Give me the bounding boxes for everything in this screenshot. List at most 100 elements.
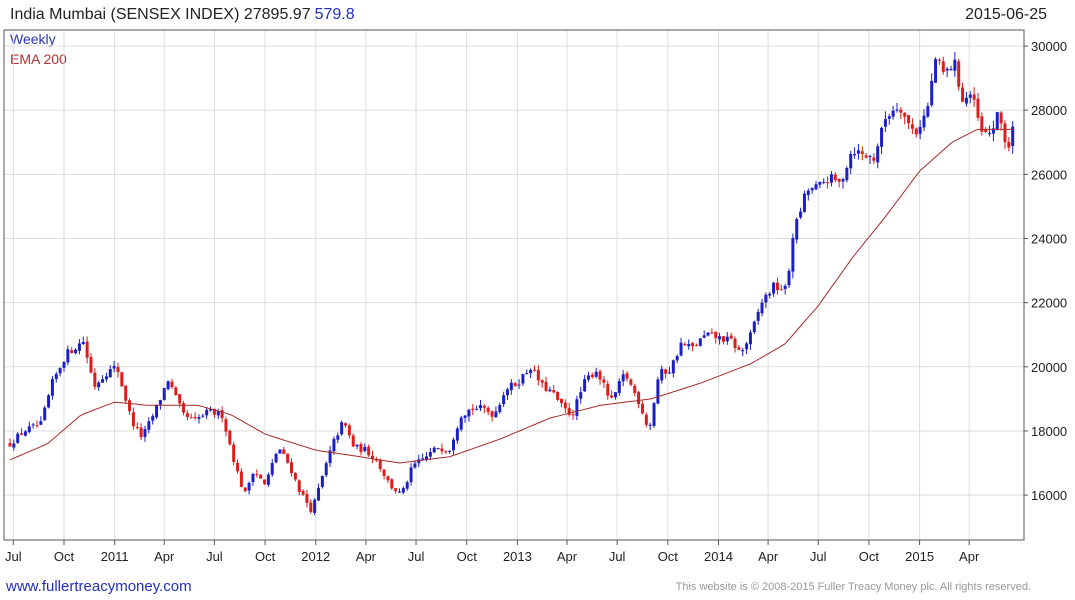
candle-up bbox=[752, 321, 756, 333]
candle-up bbox=[988, 133, 992, 135]
candle-up bbox=[197, 417, 201, 419]
candle-down bbox=[228, 430, 232, 445]
x-tick-label: 2013 bbox=[503, 549, 532, 564]
candle-up bbox=[498, 404, 502, 413]
candle-down bbox=[178, 394, 182, 404]
candle-up bbox=[814, 184, 818, 190]
candle-up bbox=[459, 417, 463, 430]
candle-up bbox=[887, 116, 891, 119]
candle-up bbox=[718, 336, 722, 340]
candle-up bbox=[795, 219, 799, 240]
candle-up bbox=[74, 349, 78, 354]
candle-down bbox=[386, 476, 390, 481]
candle-up bbox=[768, 293, 772, 296]
candle-down bbox=[972, 94, 976, 100]
candle-up bbox=[934, 59, 938, 83]
candle-up bbox=[50, 379, 54, 396]
candle-up bbox=[328, 450, 332, 464]
candle-down bbox=[872, 157, 876, 161]
x-tick-label: Oct bbox=[658, 549, 679, 564]
candle-down bbox=[544, 381, 548, 391]
candle-down bbox=[976, 98, 980, 118]
candle-up bbox=[270, 463, 274, 475]
x-tick-label: Oct bbox=[54, 549, 75, 564]
footer-copyright: This website is © 2008-2015 Fuller Treac… bbox=[675, 581, 1031, 593]
candle-up bbox=[502, 395, 506, 405]
candle-up bbox=[201, 415, 205, 417]
candle-up bbox=[363, 447, 367, 452]
candle-down bbox=[513, 383, 517, 386]
candle-down bbox=[907, 115, 911, 124]
chart-date: 2015-06-25 bbox=[965, 6, 1047, 23]
candle-down bbox=[826, 182, 830, 184]
candle-up bbox=[883, 119, 887, 127]
candle-down bbox=[131, 412, 135, 427]
candle-up bbox=[313, 499, 317, 513]
candle-down bbox=[1007, 141, 1011, 148]
candle-down bbox=[85, 341, 89, 358]
candle-up bbox=[702, 335, 706, 338]
candle-up bbox=[23, 431, 27, 436]
candle-down bbox=[305, 494, 309, 503]
x-tick-label: Jul bbox=[408, 549, 425, 564]
candle-up bbox=[143, 429, 147, 437]
candle-up bbox=[505, 389, 509, 396]
candle-down bbox=[286, 453, 290, 463]
candle-down bbox=[567, 408, 571, 415]
candle-down bbox=[999, 112, 1003, 124]
candle-down bbox=[301, 491, 305, 495]
candle-up bbox=[841, 179, 845, 182]
candle-up bbox=[158, 400, 162, 405]
candle-down bbox=[212, 408, 216, 415]
candle-down bbox=[124, 385, 128, 401]
candle-up bbox=[829, 174, 833, 183]
candle-up bbox=[756, 311, 760, 321]
candle-down bbox=[220, 410, 224, 419]
candle-up bbox=[648, 424, 652, 426]
candle-up bbox=[62, 362, 66, 368]
candle-down bbox=[259, 474, 263, 479]
candle-up bbox=[918, 126, 922, 134]
candle-down bbox=[637, 392, 641, 405]
candle-up bbox=[868, 156, 872, 158]
candle-up bbox=[39, 421, 43, 425]
candle-up bbox=[104, 376, 108, 380]
candle-up bbox=[745, 343, 749, 350]
candle-down bbox=[309, 502, 313, 513]
candle-down bbox=[910, 124, 914, 129]
candle-up bbox=[336, 435, 340, 440]
candle-up bbox=[856, 150, 860, 154]
y-tick-label: 26000 bbox=[1031, 167, 1067, 182]
chart-title: India Mumbai (SENSEX INDEX) 27895.97 579.… bbox=[10, 6, 355, 24]
candle-up bbox=[945, 68, 949, 71]
candle-down bbox=[297, 480, 301, 492]
x-tick-label: Oct bbox=[255, 549, 276, 564]
candle-up bbox=[953, 59, 957, 71]
y-tick-label: 16000 bbox=[1031, 488, 1067, 503]
candle-down bbox=[374, 459, 378, 461]
candle-up bbox=[77, 343, 81, 351]
candle-down bbox=[394, 488, 398, 492]
candle-up bbox=[413, 463, 417, 468]
candle-up bbox=[783, 285, 787, 290]
candle-up bbox=[317, 487, 321, 501]
footer-link[interactable]: www.fullertreacymoney.com bbox=[6, 578, 192, 595]
x-tick-label: Apr bbox=[557, 549, 578, 564]
candle-down bbox=[571, 414, 575, 416]
candle-down bbox=[174, 387, 178, 396]
legend-ema: EMA 200 bbox=[10, 51, 67, 67]
candle-down bbox=[540, 380, 544, 383]
candle-up bbox=[995, 112, 999, 130]
candle-up bbox=[278, 449, 282, 454]
candle-up bbox=[43, 407, 47, 421]
candle-up bbox=[660, 368, 664, 381]
candle-up bbox=[108, 369, 112, 378]
candle-up bbox=[417, 459, 421, 464]
candle-up bbox=[787, 270, 791, 286]
candle-up bbox=[822, 181, 826, 183]
candle-up bbox=[930, 80, 934, 106]
candle-up bbox=[880, 127, 884, 147]
candle-up bbox=[845, 167, 849, 181]
candle-up bbox=[409, 467, 413, 483]
candle-down bbox=[378, 459, 382, 469]
